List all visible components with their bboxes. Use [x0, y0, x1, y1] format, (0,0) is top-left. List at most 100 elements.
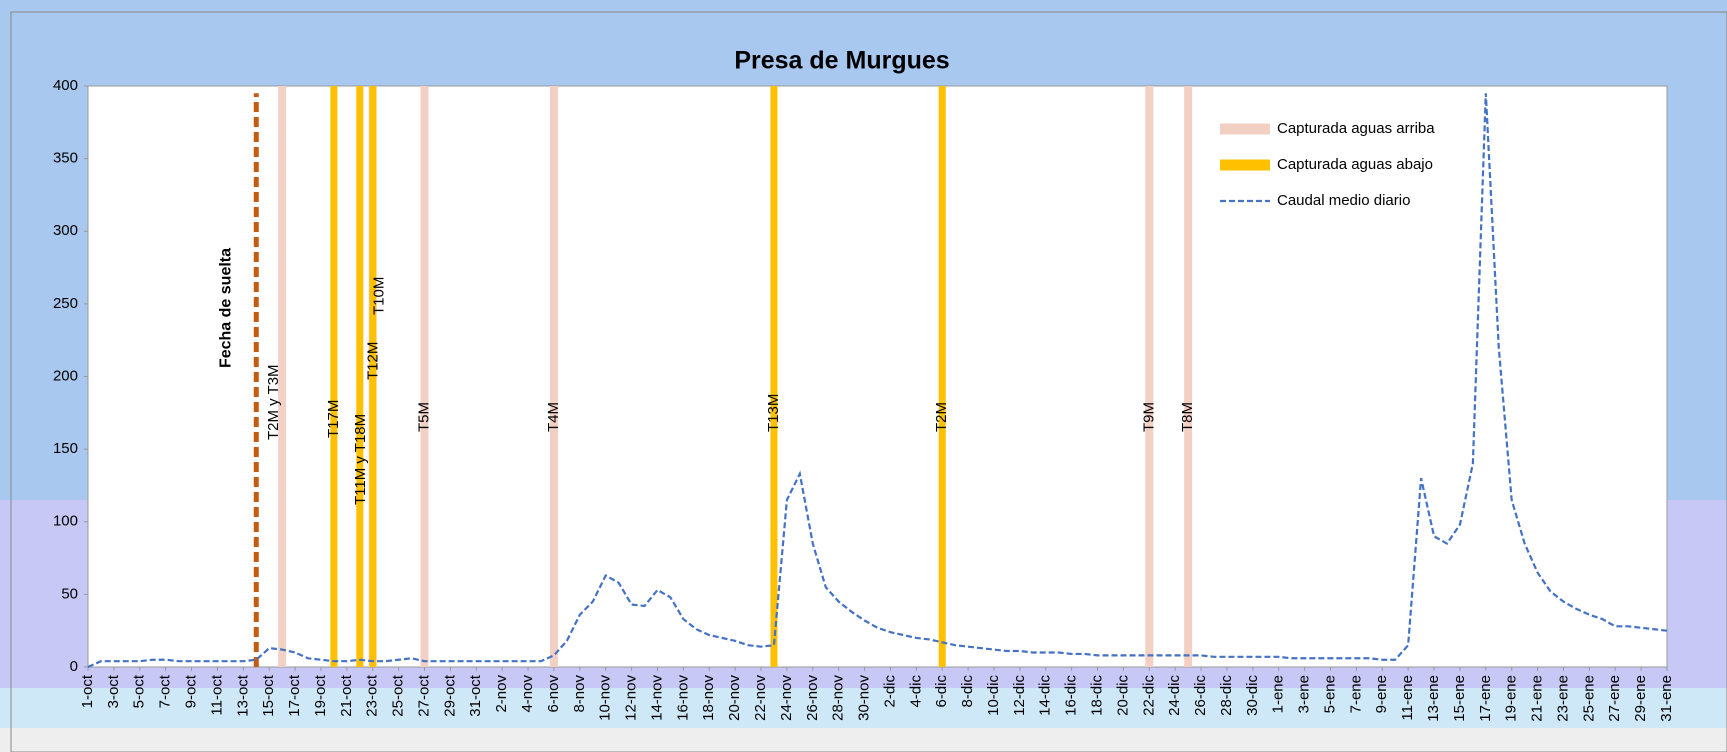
legend-label: Capturada aguas arriba — [1277, 120, 1435, 137]
x-tick-label: 24-nov — [778, 675, 795, 721]
event-label: T4M — [545, 402, 562, 432]
x-tick-label: 10-dic — [985, 675, 1002, 716]
legend-label: Caudal medio diario — [1277, 192, 1410, 209]
x-tick-label: 23-oct — [364, 674, 381, 717]
x-tick-label: 20-nov — [726, 675, 743, 721]
event-label: T8M — [1179, 402, 1196, 432]
x-tick-label: 1-oct — [79, 674, 96, 708]
event-bar — [420, 86, 429, 667]
event-label: T5M — [415, 402, 432, 432]
x-tick-label: 24-dic — [1166, 675, 1183, 716]
x-tick-label: 4-nov — [519, 675, 536, 713]
event-bar — [278, 86, 287, 667]
x-tick-label: 30-dic — [1244, 675, 1261, 716]
x-tick-label: 31-ene — [1658, 675, 1675, 722]
x-tick-label: 26-nov — [804, 675, 821, 721]
y-tick-label: 400 — [53, 77, 78, 94]
event-bar — [369, 86, 377, 667]
event-label: T9M — [1140, 402, 1157, 432]
event-bar — [1145, 86, 1154, 667]
x-tick-label: 21-ene — [1529, 675, 1546, 722]
x-tick-label: 8-nov — [571, 675, 588, 713]
x-tick-label: 15-oct — [260, 674, 277, 717]
x-tick-label: 8-dic — [959, 675, 976, 708]
y-tick-label: 150 — [53, 440, 78, 457]
event-bar — [356, 86, 364, 667]
x-tick-label: 5-ene — [1321, 675, 1338, 713]
y-tick-label: 300 — [53, 222, 78, 239]
x-tick-label: 29-oct — [441, 674, 458, 717]
x-tick-label: 22-nov — [752, 675, 769, 721]
chart-title: Presa de Murgues — [734, 47, 949, 75]
x-tick-label: 9-ene — [1373, 675, 1390, 713]
x-tick-label: 6-dic — [933, 675, 950, 708]
x-tick-label: 20-dic — [1114, 675, 1131, 716]
event-bar — [770, 86, 778, 667]
y-tick-label: 0 — [70, 658, 78, 675]
x-tick-label: 7-ene — [1347, 675, 1364, 713]
data-line — [87, 93, 1668, 669]
x-tick-label: 19-oct — [312, 674, 329, 717]
x-tick-label: 30-nov — [856, 675, 873, 721]
x-tick-label: 28-dic — [1218, 675, 1235, 716]
x-tick-label: 11-ene — [1399, 675, 1416, 721]
release-label: Fecha de suelta — [217, 248, 234, 368]
x-tick-label: 6-nov — [545, 675, 562, 713]
x-tick-label: 13-ene — [1425, 675, 1442, 722]
event-label: T10M — [371, 277, 388, 315]
background-band — [0, 688, 1727, 728]
chart-frame — [10, 11, 1727, 752]
x-tick-label: 3-ene — [1296, 675, 1313, 713]
event-label: T17M — [325, 400, 342, 438]
event-bar — [1184, 86, 1193, 667]
event-bar — [549, 86, 558, 667]
x-tick-label: 5-oct — [131, 674, 148, 708]
x-tick-label: 23-ene — [1554, 675, 1571, 722]
event-bar — [938, 86, 946, 667]
x-tick-label: 10-nov — [597, 675, 614, 721]
y-tick-label: 350 — [53, 150, 78, 167]
event-label: T12M — [365, 342, 382, 380]
x-tick-label: 11-oct — [208, 674, 225, 715]
x-tick-label: 16-nov — [674, 675, 691, 721]
x-tick-label: 15-ene — [1451, 675, 1468, 722]
x-tick-label: 14-dic — [1037, 675, 1054, 716]
x-tick-label: 2-nov — [493, 675, 510, 713]
x-tick-label: 25-oct — [390, 674, 407, 717]
x-tick-label: 25-ene — [1580, 675, 1597, 722]
x-tick-label: 31-oct — [467, 674, 484, 717]
y-tick-label: 200 — [53, 367, 78, 384]
y-tick-label: 100 — [53, 513, 78, 530]
y-tick-label: 50 — [61, 585, 78, 602]
y-tick-label: 250 — [53, 295, 78, 312]
x-tick-label: 18-nov — [700, 675, 717, 721]
x-tick-label: 4-dic — [907, 675, 924, 708]
event-label: T11M y T18M — [352, 414, 369, 505]
x-tick-label: 17-ene — [1477, 675, 1494, 722]
legend-label: Capturada aguas abajo — [1277, 156, 1433, 173]
event-label: T13M — [765, 394, 782, 432]
event-bar — [330, 86, 338, 667]
x-tick-label: 18-dic — [1088, 675, 1105, 716]
x-tick-label: 19-ene — [1503, 675, 1520, 722]
x-tick-label: 27-oct — [415, 674, 432, 717]
x-tick-label: 2-dic — [881, 675, 898, 708]
x-tick-label: 22-dic — [1140, 675, 1157, 716]
x-tick-label: 9-oct — [183, 674, 200, 708]
x-tick-label: 27-ene — [1606, 675, 1623, 722]
x-tick-label: 3-oct — [105, 674, 122, 708]
event-label: T2M — [933, 402, 950, 432]
x-tick-label: 17-oct — [286, 674, 303, 717]
x-tick-label: 28-nov — [830, 675, 847, 721]
x-tick-label: 1-ene — [1270, 675, 1287, 713]
x-tick-label: 12-nov — [623, 675, 640, 721]
x-tick-label: 12-dic — [1011, 675, 1028, 716]
x-tick-label: 21-oct — [338, 674, 355, 717]
event-label: T2M y T3M — [265, 364, 282, 440]
plot-area — [87, 85, 1668, 668]
x-tick-label: 16-dic — [1063, 675, 1080, 716]
x-tick-label: 29-ene — [1632, 675, 1649, 722]
x-tick-label: 14-nov — [648, 675, 665, 721]
